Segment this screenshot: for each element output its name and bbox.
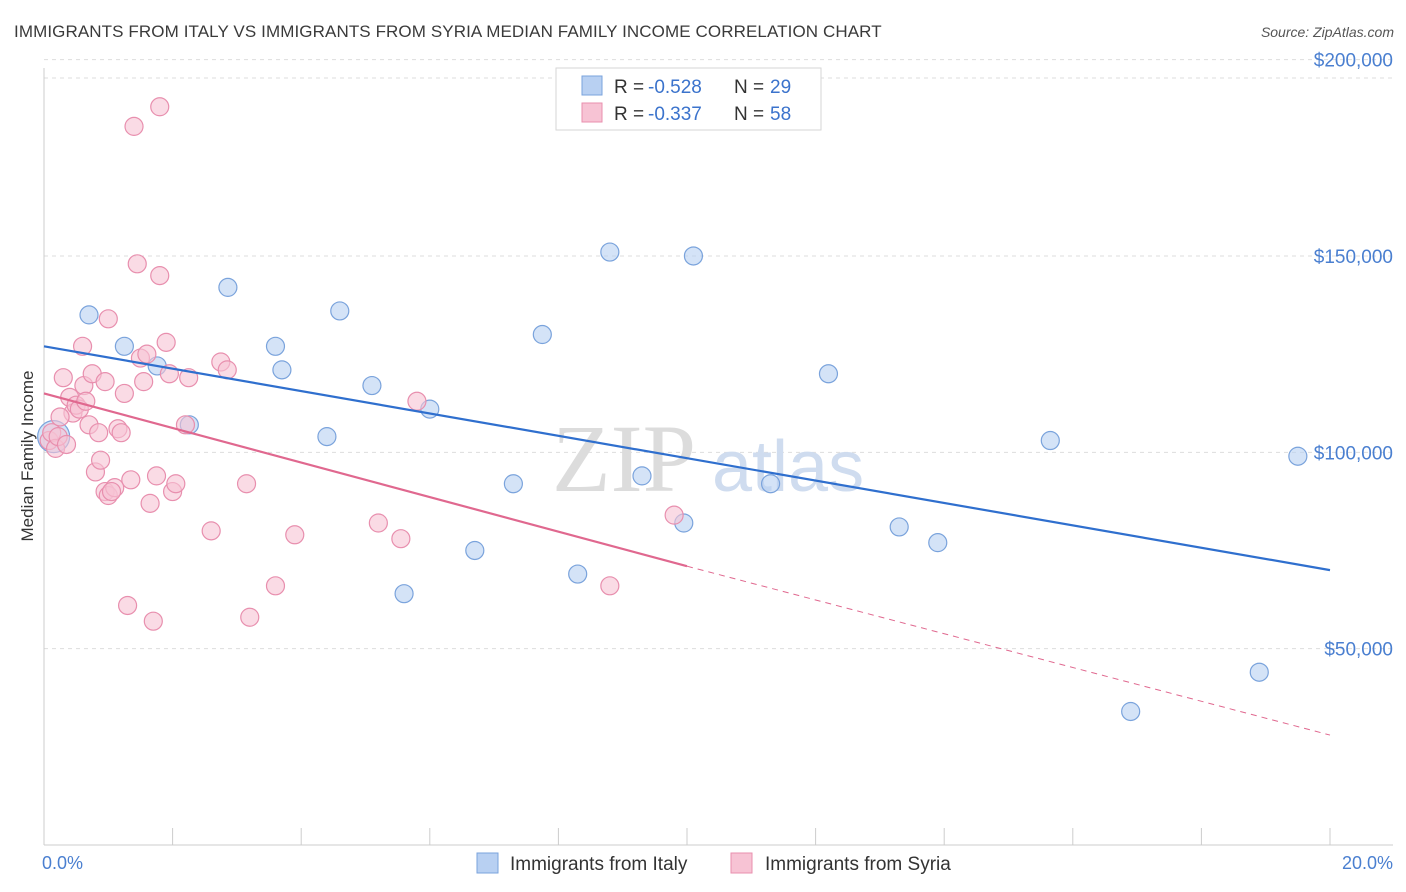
y-tick-label: $150,000 xyxy=(1314,247,1393,268)
syria-point xyxy=(121,470,141,490)
legend-swatch-italy xyxy=(581,75,603,96)
italy-point xyxy=(394,584,414,604)
legend-syria-n-value: 58 xyxy=(770,104,791,125)
italy-point xyxy=(1249,662,1269,682)
y-tick-label: $200,000 xyxy=(1314,51,1393,72)
syria-point xyxy=(72,336,93,356)
top-legend: R = -0.528 N = 29 R = -0.337 N = 58 xyxy=(555,67,822,131)
syria-point xyxy=(664,505,684,525)
syria-point xyxy=(240,607,260,627)
syria-point xyxy=(150,266,170,286)
trend-lines xyxy=(43,345,1331,736)
syria-point xyxy=(143,611,163,631)
italy-point xyxy=(532,324,552,345)
italy-point xyxy=(218,277,238,297)
y-tick-label: $50,000 xyxy=(1324,640,1393,661)
syria-point xyxy=(53,368,73,388)
syria-point xyxy=(236,474,257,494)
italy-point xyxy=(818,364,839,384)
bottom-legend-label-syria: Immigrants from Syria xyxy=(765,854,951,875)
italy-point xyxy=(265,336,286,356)
syria-point xyxy=(285,525,305,545)
syria-point xyxy=(166,474,186,494)
italy-point xyxy=(503,474,523,494)
italy-point xyxy=(1288,446,1308,466)
syria-point xyxy=(124,116,144,136)
syria-point xyxy=(89,423,109,443)
syria-point xyxy=(101,481,122,502)
x-ticks xyxy=(43,828,1331,845)
italy-point xyxy=(272,360,292,380)
legend-italy-r-label: R = xyxy=(614,77,644,98)
syria-point xyxy=(134,372,154,392)
syria-point xyxy=(127,254,147,274)
y-tick-label: $100,000 xyxy=(1314,443,1393,464)
syria-point xyxy=(265,576,286,596)
syria-point xyxy=(150,97,170,117)
syria-point xyxy=(146,466,167,486)
legend-syria-r-label: R = xyxy=(614,104,644,125)
legend-italy-n-value: 29 xyxy=(770,77,791,98)
italy-point xyxy=(465,540,485,561)
italy-point xyxy=(928,533,948,553)
syria-point xyxy=(111,423,131,443)
italy-point xyxy=(760,474,781,494)
syria-point xyxy=(140,493,160,513)
axes xyxy=(43,68,1393,846)
syria-point xyxy=(50,407,70,427)
syria-point xyxy=(117,595,138,616)
italy-trend-line xyxy=(43,345,1331,572)
syria-point xyxy=(90,450,111,470)
syria-point xyxy=(368,513,388,533)
bottom-legend-swatch-syria xyxy=(730,852,753,874)
syria-point xyxy=(201,521,221,541)
legend-syria-r-value: -0.337 xyxy=(648,104,702,125)
watermark-zip: ZIP xyxy=(552,405,696,512)
bottom-legend-label-italy: Immigrants from Italy xyxy=(510,854,688,875)
italy-point xyxy=(568,564,588,584)
series-syria-points xyxy=(39,97,684,631)
watermark: ZIP atlas xyxy=(552,405,864,512)
legend-italy-r-value: -0.528 xyxy=(648,77,702,98)
legend-italy-n-label: N = xyxy=(734,77,764,98)
syria-trend-extension xyxy=(686,565,1331,736)
italy-point xyxy=(1121,701,1141,722)
italy-point xyxy=(683,246,704,266)
syria-point xyxy=(56,434,77,455)
syria-point xyxy=(600,576,620,596)
syria-point xyxy=(98,309,118,329)
italy-point xyxy=(889,517,909,537)
syria-point xyxy=(391,529,411,549)
syria-point xyxy=(114,383,134,404)
y-axis-label: Median Family Income xyxy=(18,370,37,541)
italy-point xyxy=(362,375,382,396)
legend-syria-n-label: N = xyxy=(734,104,764,125)
x-tick-label-min: 0.0% xyxy=(42,853,83,873)
bottom-legend-swatch-italy xyxy=(476,852,499,874)
x-tick-label-max: 20.0% xyxy=(1342,853,1393,873)
syria-point xyxy=(95,372,115,392)
grid-lines xyxy=(44,59,1393,650)
chart-source: Source: ZipAtlas.com xyxy=(1260,24,1394,40)
syria-point xyxy=(156,332,176,352)
chart-title: IMMIGRANTS FROM ITALY VS IMMIGRANTS FROM… xyxy=(14,22,882,41)
italy-point xyxy=(114,336,134,356)
italy-point xyxy=(1040,430,1060,451)
legend-swatch-syria xyxy=(581,102,603,123)
italy-point xyxy=(330,301,350,321)
syria-point xyxy=(76,391,96,411)
syria-point xyxy=(137,344,157,364)
italy-point xyxy=(600,242,620,262)
italy-point xyxy=(632,466,652,486)
bottom-legend: Immigrants from Italy Immigrants from Sy… xyxy=(476,852,951,875)
italy-point xyxy=(317,427,337,447)
y-tick-labels: $200,000 $150,000 $100,000 $50,000 xyxy=(1314,51,1393,661)
syria-point xyxy=(407,391,427,411)
italy-point xyxy=(79,305,99,325)
syria-trend-line xyxy=(43,392,688,568)
